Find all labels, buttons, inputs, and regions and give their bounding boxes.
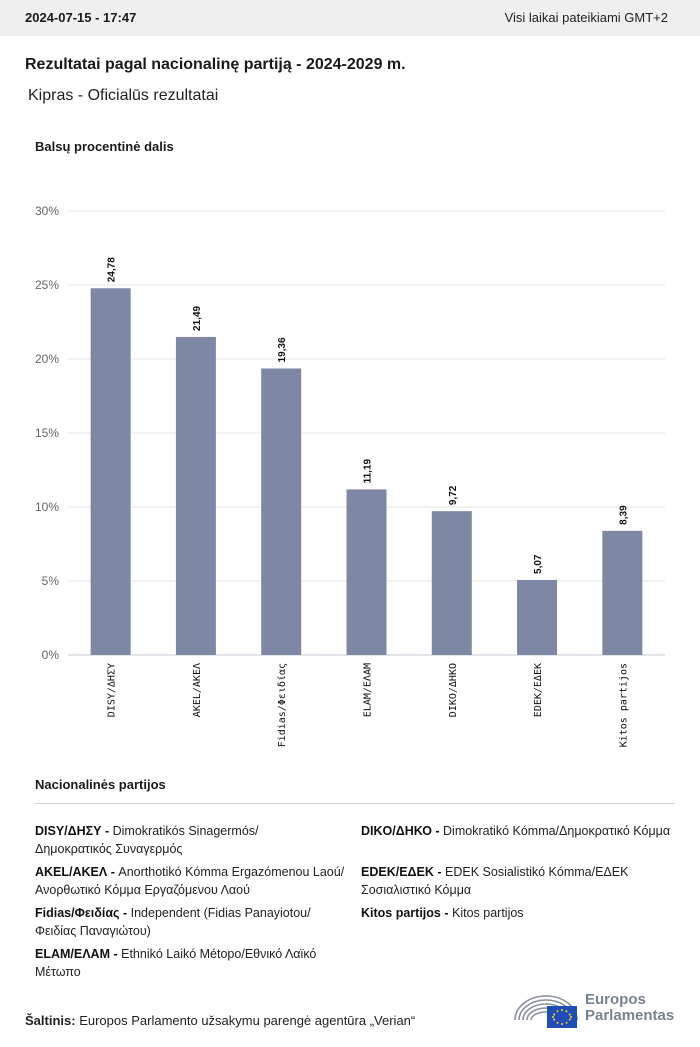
legend-name: Kitos partijos: [452, 906, 524, 920]
legend-item-fidias: Fidias/Φειδίας - Independent (Fidias Pan…: [35, 904, 347, 940]
x-tick-label: EDEK/ΕΔΕΚ: [533, 663, 544, 717]
parliament-emblem-icon: [514, 995, 578, 1028]
legend-name: Ethnikó Laikó Métopo/Εθνικό Λαϊκό Μέτωπο: [35, 947, 317, 979]
legend-abbr: ELAM/ΕΛΑΜ -: [35, 947, 118, 961]
legend-abbr: DIKO/ΔΗΚΟ -: [361, 824, 440, 838]
timezone-note: Visi laikai pateikiami GMT+2: [504, 10, 668, 25]
legend-abbr: Kitos partijos -: [361, 906, 449, 920]
source-text: Europos Parlamento užsakymu parengė agen…: [79, 1013, 416, 1028]
european-parliament-logo: Europos Parlamentas: [513, 990, 678, 1032]
source-note: Šaltinis: Europos Parlamento užsakymu pa…: [25, 1013, 415, 1028]
bar: [517, 579, 558, 655]
legend-divider: [35, 803, 675, 804]
bar: [346, 489, 387, 655]
legend-abbr: Fidias/Φειδίας -: [35, 906, 128, 920]
data-label: 5,07: [533, 554, 544, 574]
page-title: Rezultatai pagal nacionalinę partiją - 2…: [25, 56, 406, 73]
x-tick-label: ELAM/ΕΛΑΜ: [363, 663, 374, 717]
x-tick-label: AKEL/ΑΚΕΛ: [192, 663, 203, 717]
logo-line-1: Europos: [585, 991, 646, 1008]
y-tick-label: 5%: [42, 574, 60, 588]
data-label: 21,49: [192, 305, 203, 330]
legend-name: EDEK Sosialistikó Kómma/ΕΔΕΚ Σοσιαλιστικ…: [361, 865, 629, 897]
legend-item-akel: AKEL/ΑΚΕΛ - Anorthotikó Kómma Ergazómeno…: [35, 863, 345, 899]
source-label: Šaltinis:: [25, 1013, 76, 1028]
y-tick-label: 20%: [35, 352, 59, 366]
legend-name: Dimokratikó Kómma/Δημοκρατικό Κόμμα: [443, 824, 671, 838]
data-label: 19,36: [277, 337, 288, 362]
data-label: 8,39: [618, 505, 629, 525]
legend-abbr: DISY/ΔΗΣΥ -: [35, 824, 110, 838]
legend-name: Independent (Fidias Panayiotou/ Φειδίας …: [35, 906, 311, 938]
x-tick-label: Kitos partijos: [618, 663, 629, 747]
logo-wordmark: Europos Parlamentas: [585, 992, 674, 1024]
x-tick-label: Fidias/Φειδίας: [276, 663, 288, 747]
data-label: 11,19: [363, 458, 374, 483]
bar: [90, 288, 131, 655]
page-subtitle: Kipras - Oficialūs rezultatai: [28, 87, 219, 104]
legend-item-edek: EDEK/ΕΔΕΚ - EDEK Sosialistikó Kómma/ΕΔΕΚ…: [361, 863, 661, 899]
y-tick-label: 10%: [35, 500, 59, 514]
legend-name: Dimokratikós Sinagermós/ Δημοκρατικός Συ…: [35, 824, 259, 856]
bar: [261, 368, 302, 655]
legend-name: Anorthotikó Kómma Ergazómenou Laoú/Ανορθ…: [35, 865, 345, 897]
legend-title: Nacionalinės partijos: [35, 777, 166, 792]
y-tick-label: 0%: [42, 648, 60, 662]
bar: [602, 530, 643, 655]
y-tick-label: 15%: [35, 426, 59, 440]
data-label: 9,72: [448, 485, 459, 505]
y-axis-label: Balsų procentinė dalis: [35, 139, 174, 154]
legend-item-disy: DISY/ΔΗΣΥ - Dimokratikós Sinagermós/ Δημ…: [35, 822, 335, 858]
top-bar: 2024-07-15 - 17:47 Visi laikai pateikiam…: [0, 0, 700, 36]
bar: [175, 336, 216, 655]
legend-abbr: AKEL/ΑΚΕΛ -: [35, 865, 115, 879]
x-tick-label: DISY/ΔΗΣΥ: [107, 663, 118, 717]
data-label: 24,78: [107, 257, 118, 282]
legend-item-elam: ELAM/ΕΛΑΜ - Ethnikó Laikó Métopo/Εθνικό …: [35, 945, 335, 981]
y-tick-label: 25%: [35, 278, 59, 292]
datetime: 2024-07-15 - 17:47: [25, 10, 137, 25]
legend-item-other: Kitos partijos - Kitos partijos: [361, 904, 661, 922]
logo-line-2: Parlamentas: [585, 1007, 675, 1024]
bar-chart: 0% 5% 10% 15% 20% 25% 30% 24,78 DISY/ΔΗΣΥ 21,49 AK…: [35, 204, 665, 747]
y-tick-label: 30%: [35, 204, 59, 218]
legend-abbr: EDEK/ΕΔΕΚ -: [361, 865, 442, 879]
legend-item-diko: DIKO/ΔΗΚΟ - Dimokratikó Kómma/Δημοκρατικ…: [361, 822, 671, 840]
bar: [431, 511, 472, 655]
x-tick-label: DIKO/ΔΗΚΟ: [448, 663, 459, 717]
